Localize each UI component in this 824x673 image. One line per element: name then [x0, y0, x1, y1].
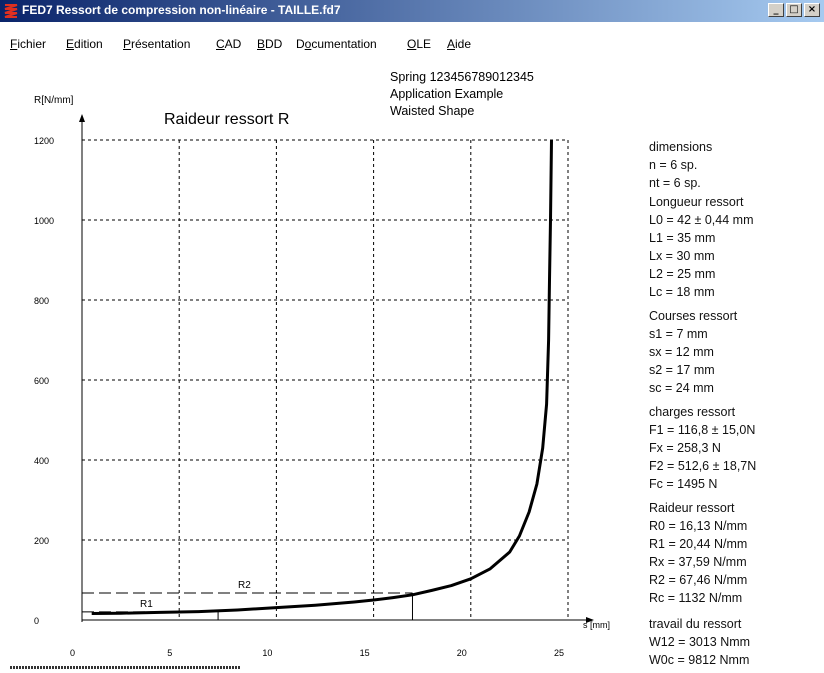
info-section-title: Longueur ressort	[649, 195, 744, 209]
info-value: F2 = 512,6 ± 18,7N	[649, 459, 757, 473]
stiffness-chart: R[N/mm] Raideur ressort R Spring 1234567…	[34, 70, 610, 658]
chart-axes	[79, 114, 594, 623]
x-axis-arrow	[586, 617, 594, 623]
marker-label-r2: R2	[238, 580, 251, 591]
y-tick-label: 200	[34, 536, 49, 546]
info-section: charges ressort F1 = 116,8 ± 15,0N Fx = 25…	[649, 403, 756, 493]
info-value: s2 = 17 mm	[649, 363, 715, 377]
info-value: W12 = 3013 Nmm	[649, 635, 751, 649]
menu-cad[interactable]: CAD	[216, 37, 242, 51]
y-axis-arrow	[79, 114, 85, 122]
info-value: Lx = 30 mm	[649, 249, 715, 263]
info-section: Longueur ressort L0 = 42 ± 0,44 mm L1 = 35…	[649, 193, 754, 301]
info-value: Rc = 1132 N/mm	[649, 591, 743, 605]
info-value: R0 = 16,13 N/mm	[649, 519, 748, 533]
header-line: Application Example	[390, 87, 503, 101]
marker-label-r1: R1	[140, 599, 153, 610]
info-value: L0 = 42 ± 0,44 mm	[649, 213, 754, 227]
x-tick-label: 10	[262, 648, 272, 658]
header-info: Spring 123456789012345 Application Exampl…	[390, 70, 534, 118]
window-controls: _ □ ×	[768, 3, 820, 17]
info-value: L2 = 25 mm	[649, 267, 716, 281]
info-section-title: charges ressort	[649, 405, 736, 419]
menu-bar: Fichier Edition Présentation CAD BDD Document…	[0, 35, 824, 55]
info-value: F1 = 116,8 ± 15,0N	[649, 423, 756, 437]
y-axis-label: R[N/mm]	[34, 95, 74, 106]
info-value: R1 = 20,44 N/mm	[649, 537, 748, 551]
x-tick-label: 0	[70, 648, 75, 658]
x-tick-label: 25	[554, 648, 564, 658]
info-value: R2 = 67,46 N/mm	[649, 573, 748, 587]
spring-app-icon	[4, 4, 18, 18]
info-value: sx = 12 mm	[649, 345, 714, 359]
menu-ole[interactable]: OLE	[407, 37, 432, 51]
y-tick-label: 1200	[34, 136, 54, 146]
header-line: Spring 123456789012345	[390, 70, 534, 84]
info-section-title: Courses ressort	[649, 309, 738, 323]
stiffness-curve	[91, 139, 553, 615]
info-value: sc = 24 mm	[649, 381, 714, 395]
x-axis-label: s [mm]	[583, 620, 610, 630]
info-section-title: dimensions	[649, 140, 713, 154]
x-tick-label: 15	[360, 648, 370, 658]
x-tick-label: 5	[167, 648, 172, 658]
info-value: Fc = 1495 N	[649, 477, 718, 491]
y-tick-label: 0	[34, 616, 39, 626]
info-section: Raideur ressort R0 = 16,13 N/mm R1 = 20,44…	[649, 499, 747, 607]
info-value: Lc = 18 mm	[649, 285, 715, 299]
y-tick-label: 800	[34, 296, 49, 306]
info-section-title: Raideur ressort	[649, 501, 735, 515]
y-tick-label: 400	[34, 456, 49, 466]
info-section: dimensions n = 6 sp. nt = 6 sp.	[649, 138, 712, 192]
chart-grid	[82, 139, 569, 620]
x-tick-label: 20	[457, 648, 467, 658]
info-value: Fx = 258,3 N	[649, 441, 721, 455]
menu-edition[interactable]: Edition	[66, 37, 103, 51]
info-value: nt = 6 sp.	[649, 176, 701, 190]
status-strip	[10, 666, 240, 669]
info-section-title: travail du ressort	[649, 617, 742, 631]
menu-prsentation[interactable]: Présentation	[123, 37, 191, 51]
close-button[interactable]: ×	[804, 3, 820, 17]
info-value: L1 = 35 mm	[649, 231, 716, 245]
y-tick-label: 600	[34, 376, 49, 386]
title-bar: FED7 Ressort de compression non-linéaire…	[0, 0, 824, 22]
maximize-button[interactable]: □	[786, 3, 802, 17]
menu-fichier[interactable]: Fichier	[10, 37, 47, 51]
menu-aide[interactable]: Aide	[447, 37, 472, 51]
info-section: Courses ressort s1 = 7 mm sx = 12 mm s2 = 1…	[649, 307, 737, 397]
menu-documentation[interactable]: Documentation	[296, 37, 377, 51]
info-value: Rx = 37,59 N/mm	[649, 555, 747, 569]
window-title: FED7 Ressort de compression non-linéaire…	[22, 3, 341, 17]
chart-series	[91, 139, 553, 615]
chart-ticks: 0 200 400 600 800 1000 1200 0 5 10 15 20 25	[34, 136, 564, 658]
info-value: W0c = 9812 Nmm	[649, 653, 750, 667]
info-section: travail du ressort W12 = 3013 Nmm W0c = 98…	[649, 615, 750, 669]
menu-bdd[interactable]: BDD	[257, 37, 283, 51]
y-tick-label: 1000	[34, 216, 54, 226]
minimize-button[interactable]: _	[768, 3, 784, 17]
info-value: s1 = 7 mm	[649, 327, 708, 341]
header-line: Waisted Shape	[390, 104, 474, 118]
info-value: n = 6 sp.	[649, 158, 698, 172]
chart-title: Raideur ressort R	[164, 111, 289, 128]
